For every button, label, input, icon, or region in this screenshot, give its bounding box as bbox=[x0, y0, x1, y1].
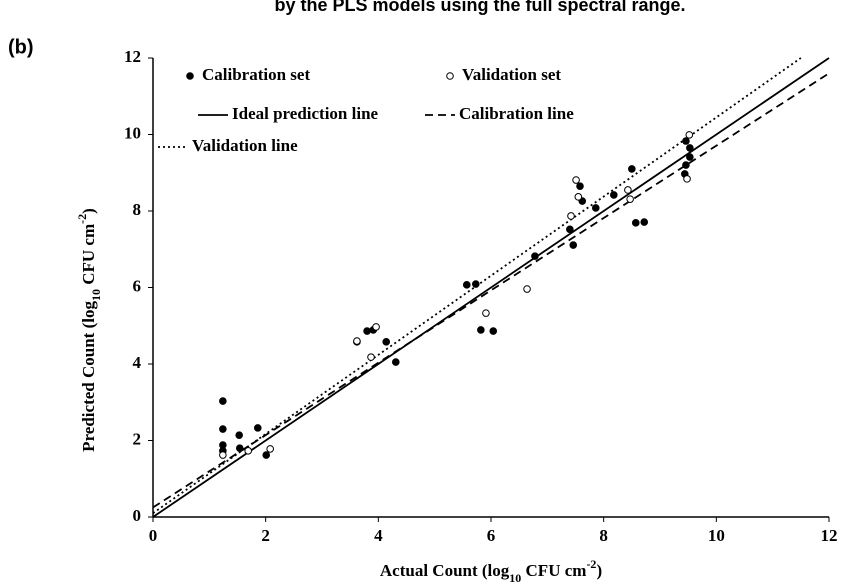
data-point bbox=[482, 309, 490, 317]
axis-label-part: CFU cm bbox=[521, 561, 586, 580]
axis-label-part: -2 bbox=[75, 214, 89, 224]
data-point bbox=[576, 182, 584, 190]
data-point bbox=[686, 153, 694, 161]
data-point bbox=[363, 327, 371, 335]
panel-label: (b) bbox=[8, 36, 34, 58]
y-tick-label: 8 bbox=[133, 200, 142, 219]
data-point bbox=[471, 280, 480, 288]
y-tick-label: 10 bbox=[124, 123, 141, 142]
data-point bbox=[567, 212, 575, 220]
legend-label: Calibration set bbox=[202, 65, 310, 84]
x-tick-label: 2 bbox=[261, 526, 270, 545]
data-point bbox=[572, 176, 580, 184]
data-point bbox=[640, 218, 649, 226]
y-tick-label: 4 bbox=[133, 353, 142, 372]
axis-label-part: -2 bbox=[586, 557, 596, 571]
data-point bbox=[253, 424, 262, 432]
data-point bbox=[266, 445, 274, 453]
legend-label: Ideal prediction line bbox=[232, 104, 379, 123]
data-point bbox=[631, 219, 640, 227]
legend-label: Validation line bbox=[192, 136, 298, 155]
y-tick-label: 2 bbox=[133, 429, 142, 448]
data-point bbox=[628, 165, 636, 173]
data-point bbox=[219, 425, 227, 433]
legend-marker bbox=[446, 72, 454, 80]
y-tick-label: 6 bbox=[133, 276, 142, 295]
data-point bbox=[682, 161, 690, 169]
legend-marker bbox=[186, 72, 194, 80]
data-point bbox=[262, 451, 271, 459]
y-tick-label: 12 bbox=[124, 47, 141, 66]
data-point bbox=[591, 204, 600, 212]
data-point bbox=[477, 326, 485, 334]
x-tick-label: 0 bbox=[149, 526, 158, 545]
y-tick-label: 0 bbox=[133, 506, 142, 525]
data-point bbox=[219, 451, 227, 459]
fit-line bbox=[152, 72, 830, 509]
data-point bbox=[569, 241, 578, 249]
data-point bbox=[235, 444, 244, 452]
y-axis-label: Predicted Count (log10 CFU cm-2) bbox=[75, 208, 103, 452]
data-point bbox=[367, 353, 375, 361]
data-point bbox=[219, 397, 227, 405]
axis-label-part: Predicted Count (log bbox=[79, 301, 98, 452]
data-point bbox=[391, 358, 400, 366]
axis-label-part: 10 bbox=[509, 571, 521, 584]
data-point bbox=[244, 447, 253, 455]
axis-label-part: ) bbox=[596, 561, 602, 580]
data-point bbox=[626, 195, 634, 203]
axis-label-part: 10 bbox=[89, 289, 103, 301]
x-axis-label: Actual Count (log10 CFU cm-2) bbox=[380, 557, 602, 584]
data-point bbox=[682, 137, 690, 145]
axis-label-part: ) bbox=[79, 208, 98, 214]
data-point bbox=[382, 338, 391, 346]
x-tick-label: 12 bbox=[821, 526, 838, 545]
legend-label: Validation set bbox=[462, 65, 561, 84]
x-tick-label: 8 bbox=[599, 526, 608, 545]
x-tick-label: 4 bbox=[374, 526, 383, 545]
data-point bbox=[624, 186, 632, 194]
data-point bbox=[372, 323, 380, 331]
data-point bbox=[566, 225, 574, 234]
data-point bbox=[462, 281, 471, 289]
data-point bbox=[523, 285, 531, 293]
x-tick-label: 6 bbox=[487, 526, 496, 545]
data-point bbox=[574, 193, 583, 201]
axis-label-part: CFU cm bbox=[79, 224, 98, 289]
data-point bbox=[683, 175, 691, 183]
chart-title: by the PLS models using the full spectra… bbox=[274, 0, 685, 15]
data-point bbox=[685, 131, 694, 139]
data-point bbox=[353, 337, 361, 345]
data-point bbox=[235, 431, 243, 439]
data-point bbox=[531, 252, 539, 260]
data-point bbox=[610, 191, 618, 199]
legend-label: Calibration line bbox=[459, 104, 574, 123]
fit-line bbox=[152, 57, 830, 518]
x-tick-label: 10 bbox=[708, 526, 725, 545]
data-point bbox=[489, 327, 498, 335]
data-point bbox=[686, 144, 694, 152]
axis-label-part: Actual Count (log bbox=[380, 561, 510, 580]
